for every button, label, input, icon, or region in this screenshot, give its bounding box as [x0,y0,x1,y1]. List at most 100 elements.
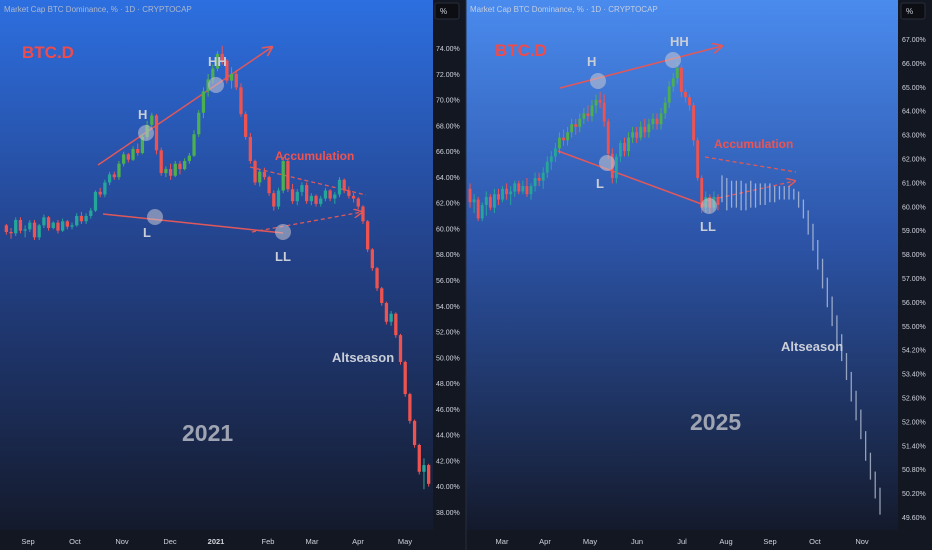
right-time-tick: Nov [855,537,869,546]
right-price-tick: 62.00% [902,157,926,164]
left-candle [9,227,13,239]
right-candle [696,137,700,181]
left-candle [131,146,135,162]
right-time-tick: Apr [539,537,551,546]
right-h-circle [590,73,606,89]
left-price-tick: 64.00% [436,175,460,182]
right-candle [598,91,602,109]
right-candle [558,132,561,154]
right-h-label: H [587,54,596,69]
left-candle [309,193,313,206]
right-price-tick: 64.00% [902,109,926,116]
left-candle [192,130,196,158]
right-candle [484,191,488,216]
right-price-tick: 49.60% [902,515,926,522]
left-candle [427,463,431,487]
left-candle [319,195,323,207]
left-candle [239,83,243,117]
left-time-tick: Feb [262,537,275,546]
right-price-tick: 67.00% [902,37,926,44]
right-price-tick: 55.00% [902,324,926,331]
right-price-axis[interactable]: 67.00% 66.00% 65.00% 64.00% 63.00% 62.00% 61.0… [902,37,926,522]
right-candle [679,64,683,98]
left-candle [112,171,116,180]
right-candle [684,89,687,103]
right-candle [541,167,545,189]
left-candle [300,182,304,196]
right-accumulation-label: Accumulation [714,137,793,151]
left-price-tick: 60.00% [436,226,460,233]
left-time-axis[interactable]: Sep Oct Nov Dec 2021 Feb Mar Apr May [21,537,412,546]
left-candle [337,177,342,198]
right-candle [529,183,533,200]
right-price-axis-background [898,0,932,530]
right-accumulation-upper [704,156,797,173]
right-candle [606,118,610,160]
right-candle [582,108,586,125]
right-time-axis[interactable]: Mar Apr May Jun Jul Aug Sep Oct Nov [496,537,869,546]
left-altseason-label: Altseason [332,350,394,365]
left-candle [281,157,285,194]
right-candle [663,97,667,119]
left-hh-label: HH [208,54,227,69]
left-candle [197,110,201,137]
right-time-tick: Jun [631,537,643,546]
left-candle [328,189,332,202]
right-unit-button[interactable]: % [900,2,926,20]
left-candle [225,59,229,84]
left-annotations [97,47,367,234]
right-candle [509,186,513,205]
left-candle [117,161,121,180]
left-price-tick: 72.00% [436,72,460,79]
left-candle [126,152,130,163]
right-candle [618,140,622,162]
right-candle [513,180,517,197]
left-price-tick: 46.00% [436,407,460,414]
left-candle [4,223,8,235]
left-time-tick: Dec [163,537,177,546]
left-candle [220,45,224,65]
left-accumulation-label: Accumulation [275,149,354,163]
left-candle [384,301,389,325]
left-candle [93,190,98,212]
left-candle [262,167,267,180]
left-lower-trendline [102,213,284,234]
left-time-tick: Nov [115,537,129,546]
right-candle [623,137,626,157]
left-time-tick: 2021 [208,537,225,546]
left-candle [51,221,55,230]
right-price-tick: 54.20% [902,348,926,355]
left-candle [42,214,46,228]
left-candles [4,45,431,490]
left-candle [136,143,140,156]
left-candle [366,219,370,253]
left-year-label: 2021 [182,420,233,446]
right-candle [562,129,565,146]
left-candle [375,266,379,291]
right-candle [505,183,509,200]
left-unit-button[interactable]: % [434,2,460,20]
left-candle [79,211,84,224]
right-altseason-label: Altseason [781,339,843,354]
left-candle [32,219,37,241]
left-price-tick: 50.00% [436,355,460,362]
right-candle [692,102,696,146]
right-candle [501,186,504,203]
left-candle [314,194,318,207]
left-price-tick: 70.00% [436,98,460,105]
left-candle [159,147,163,176]
left-candle [65,219,69,230]
left-candle [173,161,177,178]
right-candle [671,73,675,92]
left-price-axis[interactable]: 74.00% 72.00% 70.00% 68.00% 66.00% 64.00% 62.0… [436,46,460,517]
left-candle [14,217,18,237]
left-ll-circle [275,224,291,240]
right-candle [631,126,635,144]
left-candle [244,111,248,140]
left-price-axis-background [433,0,466,530]
right-time-tick: May [583,537,597,546]
left-price-tick: 40.00% [436,484,460,491]
left-accumulation-upper [249,166,367,196]
left-candle [422,458,426,490]
